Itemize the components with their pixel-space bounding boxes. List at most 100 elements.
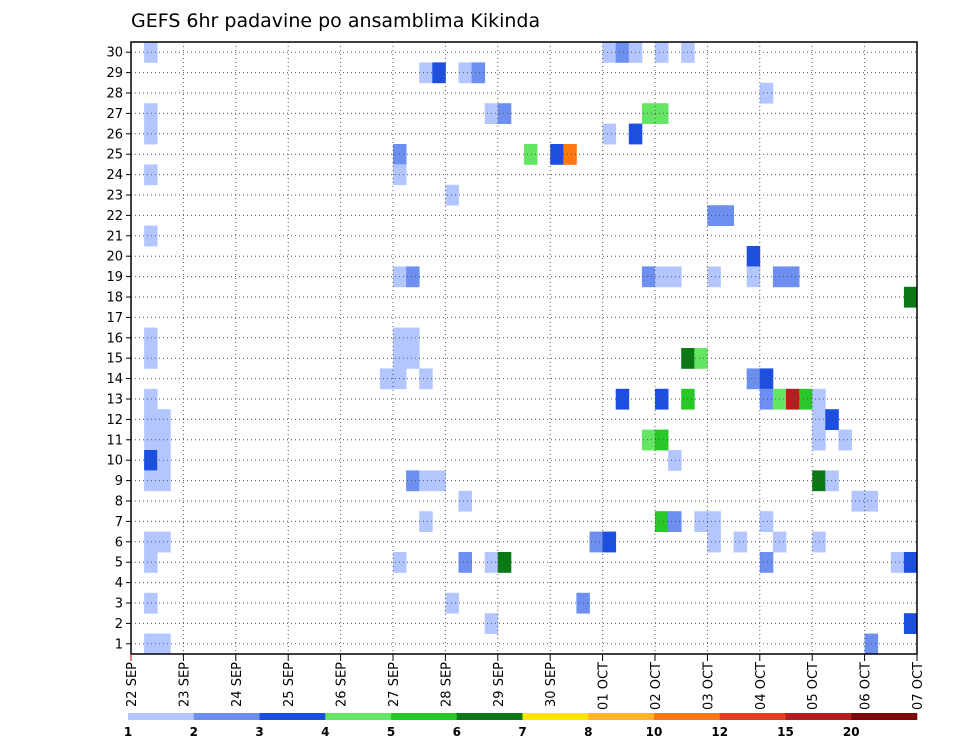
precip-cell [144,429,158,451]
y-tick-label: 23 [106,189,123,204]
precip-cell [144,348,158,369]
precip-cell [406,470,420,492]
precip-cell [694,511,708,532]
precip-cells [144,42,918,655]
precip-cell [759,388,774,410]
precip-cell [641,103,656,124]
precip-cell [655,429,669,451]
y-tick-label: 9 [115,474,123,489]
precip-cell [707,266,721,288]
x-tick-label: 28 SEP [439,662,454,707]
precip-cell [903,613,918,634]
precip-cell [655,388,669,410]
precip-cell [812,429,826,451]
x-tick-label: 24 SEP [230,662,245,707]
y-tick-label: 28 [106,87,123,102]
precip-cell [812,388,826,410]
precip-cell [851,490,865,512]
x-tick-label: 22 SEP [125,662,140,707]
precip-cell [799,388,813,410]
precip-cell [419,368,433,390]
y-tick-label: 26 [106,127,123,142]
precip-cell [707,531,721,553]
precip-cell [812,409,826,430]
precip-cell [550,144,564,165]
y-tick-label: 8 [115,495,123,510]
precip-cell [786,266,800,288]
precip-cell [602,123,617,145]
precip-cell [144,633,158,655]
precip-cell [497,552,512,573]
precip-cell [759,82,774,104]
y-tick-label: 12 [106,413,123,428]
legend-label: 4 [321,725,329,739]
precip-cell [825,470,839,492]
precip-cell [746,368,761,390]
y-tick-label: 3 [115,597,123,612]
precip-cell [668,450,682,471]
x-tick-label: 23 SEP [177,662,192,707]
x-tick-label: 30 SEP [544,662,559,707]
y-tick-label: 11 [106,433,123,448]
legend-label: 10 [646,725,663,739]
precip-cell [445,184,459,206]
precip-cell [602,531,617,553]
legend-label: 5 [387,725,395,739]
precip-cell [641,266,656,288]
x-tick-label: 27 SEP [387,662,402,707]
legend-label: 3 [255,725,263,739]
precip-cell [602,42,617,63]
precip-cell [406,327,420,349]
x-tick-label: 04 OCT [754,662,769,710]
y-tick-label: 20 [106,250,123,265]
precip-cell [144,552,158,573]
legend-label: 20 [843,725,860,739]
precip-cell [759,368,774,390]
y-tick-label: 5 [115,556,123,571]
legend-swatch [193,713,260,720]
legend-swatch [654,713,721,720]
precip-cell [890,552,905,573]
y-tick-label: 17 [106,311,123,326]
precip-cell [144,388,158,410]
x-tick-label: 26 SEP [335,662,350,707]
precip-cell [746,246,761,267]
precip-cell [144,103,158,124]
precip-cell [812,531,826,553]
precip-cell [615,42,630,63]
y-tick-label: 13 [106,393,123,408]
y-tick-label: 1 [115,637,123,652]
precip-cell [419,62,433,84]
precip-cell [838,429,852,451]
precip-cell [655,103,669,124]
precip-cell [144,470,158,492]
precip-cell [144,42,158,63]
precip-cell [786,388,800,410]
legend-swatch [785,713,852,720]
x-tick-label: 03 OCT [701,662,716,710]
precip-cell [615,388,630,410]
precip-cell [759,552,774,573]
legend-label: 6 [453,725,461,739]
precip-cell [668,511,682,532]
precip-cell [406,266,420,288]
legend-swatch [719,713,786,720]
precip-cell [144,225,158,247]
precip-cell [144,450,158,471]
y-tick-label: 24 [106,168,123,183]
y-tick-label: 10 [106,454,123,469]
y-tick-label: 14 [106,372,123,387]
precip-cell [471,62,486,84]
precip-cell [707,511,721,532]
precip-cell [144,592,158,614]
precip-cell [419,511,433,532]
precip-cell [458,62,472,84]
legend-swatch [259,713,326,720]
legend-swatch [851,713,918,720]
precip-cell [825,409,839,430]
precip-cell [379,368,394,390]
precip-cell [144,531,158,553]
y-tick-label: 7 [115,515,123,530]
precip-cell [812,470,826,492]
